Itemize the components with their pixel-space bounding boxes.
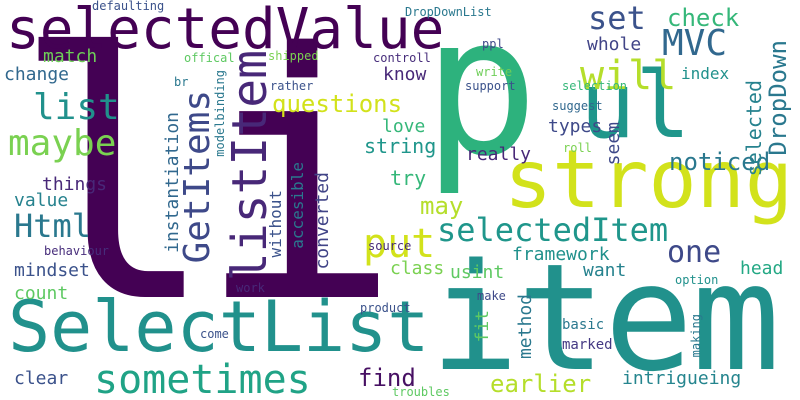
word-without: without (266, 190, 285, 258)
word-controll: controll (373, 51, 431, 65)
word-ppl: ppl (482, 37, 504, 51)
word-set: set (588, 0, 646, 37)
word-troubles: troubles (392, 385, 450, 399)
word-mvc: MVC (662, 23, 728, 64)
word-head: head (740, 258, 784, 279)
word-instantiation: instantiation (162, 112, 183, 253)
word-product: product (360, 301, 411, 315)
word-selected: selected (742, 80, 766, 177)
word-may: may (420, 192, 464, 220)
word-put: put (363, 221, 436, 267)
word-one: one (667, 235, 722, 270)
word-selecteditem: selectedItem (437, 211, 669, 249)
word-accesible: accesible (288, 162, 307, 249)
word-ul: ul (580, 52, 691, 159)
word-index: index (681, 64, 730, 83)
word-method: method (515, 294, 536, 360)
word-earlier: earlier (490, 370, 592, 398)
word-things: things (42, 174, 108, 195)
word-making: making (689, 314, 703, 358)
word-framework: framework (512, 244, 610, 265)
word-types: types (548, 116, 603, 137)
word-really: really (466, 144, 532, 165)
word-marked: marked (562, 337, 613, 353)
word-list: list (33, 87, 120, 128)
word-strong: strong (504, 133, 793, 226)
word-selection: selection (562, 79, 628, 93)
word-make: make (477, 289, 506, 303)
word-selectedvalue: selectedValue (6, 0, 445, 62)
word-will: will (580, 53, 677, 99)
word-check: check (667, 4, 740, 32)
word-mindset: mindset (14, 260, 90, 281)
word-offical: offical (184, 51, 235, 65)
word-value: value (14, 190, 69, 211)
word-sometimes: sometimes (94, 357, 311, 400)
word-class: class (390, 258, 445, 279)
word-try: try (390, 166, 427, 190)
word-whole: whole (587, 34, 642, 55)
word-source: source (368, 239, 412, 253)
word-basic: basic (562, 317, 605, 333)
word-option: option (675, 273, 719, 287)
word-dropdownlist: DropDownList (405, 5, 492, 19)
word-suggest: suggest (552, 99, 603, 113)
word-string: string (364, 134, 437, 158)
word-behaviour: behaviour (44, 244, 110, 258)
word-questions: questions (272, 90, 403, 118)
word-count: count (14, 283, 69, 304)
word-roll: roll (563, 141, 592, 155)
word-seem: seem (603, 122, 624, 166)
word-usint: usint (450, 262, 505, 283)
word-know: know (383, 64, 427, 85)
word-write: write (476, 65, 513, 79)
word-shipped: shipped (268, 49, 319, 63)
word-modelbinding: modelbinding (213, 70, 227, 157)
word-fit: fit (472, 310, 493, 343)
word-love: love (382, 116, 426, 137)
word-want: want (583, 260, 627, 281)
word-work: work (236, 281, 265, 295)
word-li: li (12, 0, 401, 378)
word-find: find (358, 364, 416, 392)
word-p: p (423, 0, 539, 199)
word-noticed: noticed (669, 148, 771, 176)
word-maybe: maybe (8, 123, 117, 164)
word-defaulting: defaulting (92, 0, 165, 13)
word-change: change (4, 64, 70, 85)
word-come: come (200, 327, 229, 341)
word-dropdown: DropDown (764, 40, 792, 156)
word-support: support (465, 79, 516, 93)
word-intrigueing: intrigueing (622, 368, 742, 389)
word-getitems: GetItems (177, 90, 218, 264)
word-selectlist: SelectList (8, 286, 430, 368)
word-match: match (43, 46, 98, 67)
word-html: Html (14, 207, 92, 245)
word-br: br (174, 75, 189, 89)
word-item: item (430, 232, 780, 400)
word-clear: clear (14, 368, 69, 389)
word-converted: converted (312, 172, 333, 270)
word-rather: rather (270, 79, 314, 93)
